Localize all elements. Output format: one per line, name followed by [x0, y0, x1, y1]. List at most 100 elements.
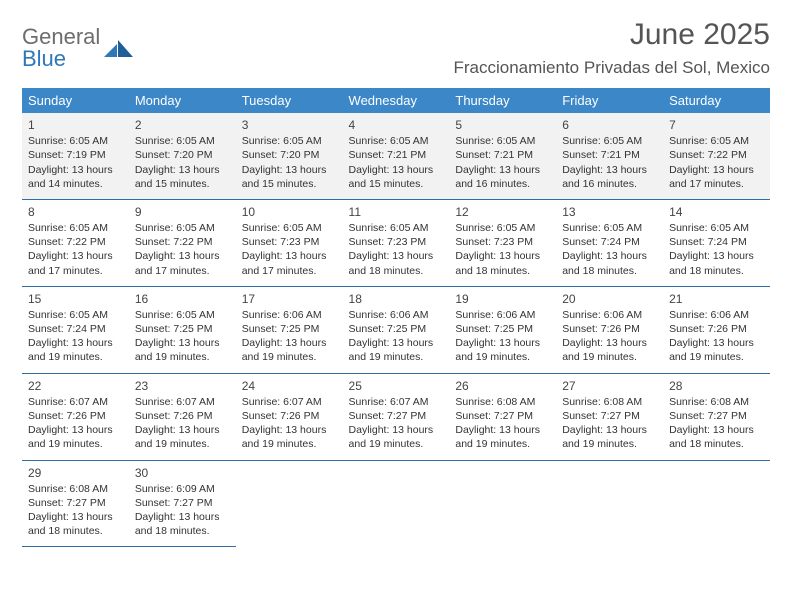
daylight-line1: Daylight: 13 hours	[28, 336, 123, 350]
sunset-text: Sunset: 7:19 PM	[28, 148, 123, 162]
day-number: 3	[242, 117, 337, 133]
sunset-text: Sunset: 7:26 PM	[669, 322, 764, 336]
sunset-text: Sunset: 7:27 PM	[562, 409, 657, 423]
daylight-line1: Daylight: 13 hours	[135, 423, 230, 437]
calendar-cell: 9Sunrise: 6:05 AMSunset: 7:22 PMDaylight…	[129, 199, 236, 286]
sunset-text: Sunset: 7:24 PM	[562, 235, 657, 249]
brand-text: General Blue	[22, 26, 100, 70]
calendar-cell: 29Sunrise: 6:08 AMSunset: 7:27 PMDayligh…	[22, 460, 129, 547]
daylight-line2: and 14 minutes.	[28, 177, 123, 191]
calendar-cell: 26Sunrise: 6:08 AMSunset: 7:27 PMDayligh…	[449, 373, 556, 460]
daylight-line2: and 17 minutes.	[242, 264, 337, 278]
daylight-line1: Daylight: 13 hours	[242, 336, 337, 350]
daylight-line2: and 15 minutes.	[349, 177, 444, 191]
day-number: 4	[349, 117, 444, 133]
header: General Blue June 2025 Fraccionamiento P…	[22, 18, 770, 84]
daylight-line2: and 18 minutes.	[669, 264, 764, 278]
calendar-cell: 1Sunrise: 6:05 AMSunset: 7:19 PMDaylight…	[22, 113, 129, 199]
daylight-line2: and 19 minutes.	[455, 437, 550, 451]
day-number: 28	[669, 378, 764, 394]
daylight-line1: Daylight: 13 hours	[562, 423, 657, 437]
daylight-line1: Daylight: 13 hours	[562, 336, 657, 350]
calendar-cell: 23Sunrise: 6:07 AMSunset: 7:26 PMDayligh…	[129, 373, 236, 460]
calendar-cell: 12Sunrise: 6:05 AMSunset: 7:23 PMDayligh…	[449, 199, 556, 286]
day-number: 23	[135, 378, 230, 394]
daylight-line2: and 16 minutes.	[455, 177, 550, 191]
sunset-text: Sunset: 7:26 PM	[242, 409, 337, 423]
sunrise-text: Sunrise: 6:06 AM	[455, 308, 550, 322]
sunset-text: Sunset: 7:27 PM	[669, 409, 764, 423]
calendar-cell: 8Sunrise: 6:05 AMSunset: 7:22 PMDaylight…	[22, 199, 129, 286]
daylight-line1: Daylight: 13 hours	[455, 423, 550, 437]
day-number: 12	[455, 204, 550, 220]
sunset-text: Sunset: 7:20 PM	[135, 148, 230, 162]
daylight-line1: Daylight: 13 hours	[28, 163, 123, 177]
daylight-line2: and 18 minutes.	[562, 264, 657, 278]
sunrise-text: Sunrise: 6:06 AM	[562, 308, 657, 322]
calendar-cell: 5Sunrise: 6:05 AMSunset: 7:21 PMDaylight…	[449, 113, 556, 199]
weekday-header: Wednesday	[343, 88, 450, 113]
day-number: 14	[669, 204, 764, 220]
sunrise-text: Sunrise: 6:05 AM	[349, 221, 444, 235]
daylight-line2: and 19 minutes.	[28, 350, 123, 364]
calendar-cell: 4Sunrise: 6:05 AMSunset: 7:21 PMDaylight…	[343, 113, 450, 199]
daylight-line2: and 19 minutes.	[28, 437, 123, 451]
calendar-cell: 14Sunrise: 6:05 AMSunset: 7:24 PMDayligh…	[663, 199, 770, 286]
calendar-cell: 6Sunrise: 6:05 AMSunset: 7:21 PMDaylight…	[556, 113, 663, 199]
sunset-text: Sunset: 7:21 PM	[455, 148, 550, 162]
sunrise-text: Sunrise: 6:05 AM	[135, 221, 230, 235]
calendar-cell: 15Sunrise: 6:05 AMSunset: 7:24 PMDayligh…	[22, 286, 129, 373]
sunset-text: Sunset: 7:27 PM	[349, 409, 444, 423]
daylight-line1: Daylight: 13 hours	[349, 249, 444, 263]
daylight-line1: Daylight: 13 hours	[455, 163, 550, 177]
sunrise-text: Sunrise: 6:05 AM	[242, 221, 337, 235]
calendar-cell: 13Sunrise: 6:05 AMSunset: 7:24 PMDayligh…	[556, 199, 663, 286]
daylight-line2: and 15 minutes.	[135, 177, 230, 191]
sunrise-text: Sunrise: 6:08 AM	[669, 395, 764, 409]
sunrise-text: Sunrise: 6:05 AM	[242, 134, 337, 148]
weekday-header: Friday	[556, 88, 663, 113]
calendar-cell: 22Sunrise: 6:07 AMSunset: 7:26 PMDayligh…	[22, 373, 129, 460]
calendar-cell: 20Sunrise: 6:06 AMSunset: 7:26 PMDayligh…	[556, 286, 663, 373]
daylight-line1: Daylight: 13 hours	[562, 249, 657, 263]
daylight-line2: and 18 minutes.	[135, 524, 230, 538]
sunset-text: Sunset: 7:23 PM	[349, 235, 444, 249]
day-number: 22	[28, 378, 123, 394]
weekday-header: Sunday	[22, 88, 129, 113]
daylight-line1: Daylight: 13 hours	[242, 249, 337, 263]
day-number: 11	[349, 204, 444, 220]
sunset-text: Sunset: 7:25 PM	[135, 322, 230, 336]
calendar-cell: 24Sunrise: 6:07 AMSunset: 7:26 PMDayligh…	[236, 373, 343, 460]
daylight-line2: and 17 minutes.	[28, 264, 123, 278]
sunrise-text: Sunrise: 6:05 AM	[455, 221, 550, 235]
daylight-line1: Daylight: 13 hours	[242, 423, 337, 437]
calendar-cell	[236, 460, 343, 547]
sunset-text: Sunset: 7:27 PM	[455, 409, 550, 423]
day-number: 26	[455, 378, 550, 394]
calendar-cell: 21Sunrise: 6:06 AMSunset: 7:26 PMDayligh…	[663, 286, 770, 373]
calendar-cell: 2Sunrise: 6:05 AMSunset: 7:20 PMDaylight…	[129, 113, 236, 199]
calendar-table: Sunday Monday Tuesday Wednesday Thursday…	[22, 88, 770, 547]
day-number: 1	[28, 117, 123, 133]
sunset-text: Sunset: 7:21 PM	[349, 148, 444, 162]
daylight-line1: Daylight: 13 hours	[349, 163, 444, 177]
day-number: 25	[349, 378, 444, 394]
sunset-text: Sunset: 7:26 PM	[28, 409, 123, 423]
sunset-text: Sunset: 7:25 PM	[242, 322, 337, 336]
sunrise-text: Sunrise: 6:05 AM	[349, 134, 444, 148]
day-number: 20	[562, 291, 657, 307]
daylight-line1: Daylight: 13 hours	[669, 249, 764, 263]
calendar-cell: 19Sunrise: 6:06 AMSunset: 7:25 PMDayligh…	[449, 286, 556, 373]
sunrise-text: Sunrise: 6:05 AM	[669, 221, 764, 235]
calendar-cell	[343, 460, 450, 547]
daylight-line2: and 19 minutes.	[669, 350, 764, 364]
sunrise-text: Sunrise: 6:05 AM	[28, 221, 123, 235]
daylight-line1: Daylight: 13 hours	[135, 336, 230, 350]
daylight-line2: and 19 minutes.	[135, 437, 230, 451]
day-number: 9	[135, 204, 230, 220]
sunrise-text: Sunrise: 6:05 AM	[135, 308, 230, 322]
daylight-line1: Daylight: 13 hours	[242, 163, 337, 177]
calendar-page: General Blue June 2025 Fraccionamiento P…	[0, 0, 792, 612]
weekday-header: Saturday	[663, 88, 770, 113]
calendar-row: 8Sunrise: 6:05 AMSunset: 7:22 PMDaylight…	[22, 199, 770, 286]
